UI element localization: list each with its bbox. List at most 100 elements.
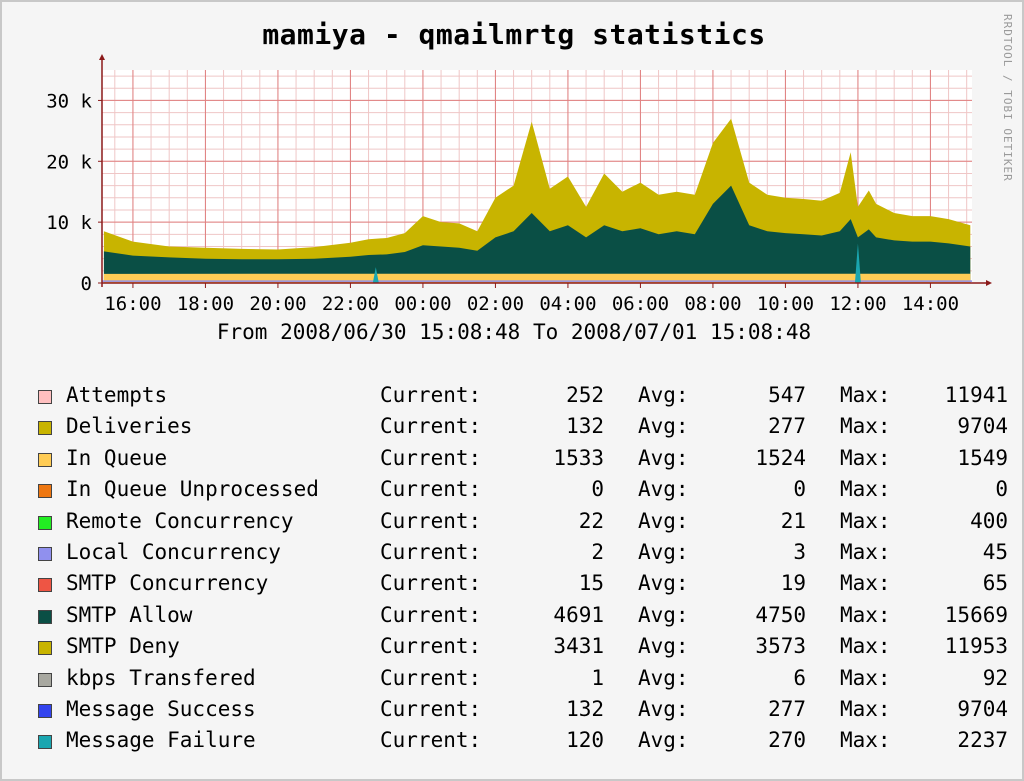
current-label: Current: bbox=[380, 634, 482, 659]
max-value: 9704 bbox=[957, 697, 1008, 721]
x-tick-label: 04:00 bbox=[539, 293, 596, 315]
legend-swatch bbox=[38, 609, 52, 624]
legend-swatch bbox=[38, 452, 52, 467]
avg-label: Avg: bbox=[638, 540, 689, 564]
current-value: 132 bbox=[566, 414, 604, 439]
current-label: Current: bbox=[380, 728, 482, 753]
max-label: Max: bbox=[840, 728, 891, 753]
legend-swatch bbox=[38, 735, 52, 750]
series-spike-message-failure bbox=[372, 267, 379, 283]
max-label: Max: bbox=[840, 414, 891, 439]
current-label: Current: bbox=[380, 571, 482, 596]
x-tick-label: 18:00 bbox=[177, 293, 234, 315]
max-value: 45 bbox=[982, 540, 1008, 564]
legend-row: In Queue Current: 1533 Avg: 1524 Max: 1549 bbox=[2, 446, 1024, 476]
legend-series-name: kbps Transfered bbox=[66, 665, 256, 690]
max-label: Max: bbox=[840, 571, 891, 596]
max-label: Max: bbox=[840, 508, 891, 533]
x-tick-label: 08:00 bbox=[684, 293, 741, 315]
y-axis-arrow bbox=[99, 54, 105, 60]
legend-series-name: In Queue bbox=[66, 445, 168, 470]
legend-row: Message Failure Current: 120 Avg: 270 Max: 223… bbox=[2, 728, 1024, 758]
current-value: 3431 bbox=[553, 634, 604, 659]
x-axis-arrow bbox=[986, 280, 992, 286]
avg-label: Avg: bbox=[638, 634, 689, 659]
current-label: Current: bbox=[380, 445, 482, 470]
max-label: Max: bbox=[840, 665, 891, 690]
current-label: Current: bbox=[380, 602, 482, 627]
series-area-smtp-allow bbox=[103, 185, 971, 283]
avg-value: 1524 bbox=[755, 445, 806, 470]
current-value: 0 bbox=[591, 477, 604, 502]
current-value: 252 bbox=[566, 383, 604, 407]
legend-swatch bbox=[38, 390, 52, 404]
avg-value: 270 bbox=[768, 728, 806, 753]
max-label: Max: bbox=[840, 697, 891, 721]
max-label: Max: bbox=[840, 540, 891, 564]
max-value: 2237 bbox=[957, 728, 1008, 753]
x-tick-label: 14:00 bbox=[902, 293, 959, 315]
avg-value: 277 bbox=[768, 697, 806, 721]
legend-swatch bbox=[38, 421, 52, 436]
legend-series-name: Message Success bbox=[66, 697, 256, 721]
avg-label: Avg: bbox=[638, 414, 689, 439]
max-label: Max: bbox=[840, 383, 891, 407]
legend-swatch bbox=[38, 704, 52, 718]
current-value: 22 bbox=[578, 508, 604, 533]
legend-swatch bbox=[38, 641, 52, 656]
legend-series-name: Deliveries bbox=[66, 414, 193, 439]
current-value: 2 bbox=[591, 540, 604, 564]
legend-row: kbps Transfered Current: 1 Avg: 6 Max: 92 bbox=[2, 666, 1024, 696]
avg-value: 547 bbox=[768, 383, 806, 407]
avg-label: Avg: bbox=[638, 697, 689, 721]
current-value: 4691 bbox=[553, 602, 604, 627]
avg-label: Avg: bbox=[638, 665, 689, 690]
avg-label: Avg: bbox=[638, 445, 689, 470]
max-value: 11953 bbox=[944, 634, 1008, 659]
max-label: Max: bbox=[840, 445, 891, 470]
avg-label: Avg: bbox=[638, 728, 689, 753]
legend-row: Remote Concurrency Current: 22 Avg: 21 Max: 40… bbox=[2, 509, 1024, 539]
y-tick-label: 20 k bbox=[46, 151, 92, 173]
x-tick-label: 22:00 bbox=[322, 293, 379, 315]
current-value: 1 bbox=[591, 665, 604, 690]
rrdtool-watermark: RRDTOOL / TOBI OETIKER bbox=[1001, 14, 1014, 182]
series-spike-message-failure bbox=[854, 243, 861, 283]
max-value: 1549 bbox=[957, 445, 1008, 470]
legend-row: SMTP Deny Current: 3431 Avg: 3573 Max: 11953 bbox=[2, 634, 1024, 664]
avg-value: 3 bbox=[793, 540, 806, 564]
legend-swatch bbox=[38, 515, 52, 530]
legend-row: Attempts Current: 252 Avg: 547 Max: 11941 bbox=[2, 383, 1024, 413]
current-value: 1533 bbox=[553, 445, 604, 470]
legend-swatch bbox=[38, 547, 52, 561]
avg-label: Avg: bbox=[638, 477, 689, 502]
y-tick-label: 0 bbox=[81, 273, 92, 295]
legend-row: Message Success Current: 132 Avg: 277 Max: 970… bbox=[2, 697, 1024, 727]
avg-value: 6 bbox=[793, 665, 806, 690]
avg-label: Avg: bbox=[638, 571, 689, 596]
current-label: Current: bbox=[380, 697, 482, 721]
x-tick-label: 06:00 bbox=[612, 293, 669, 315]
current-label: Current: bbox=[380, 477, 482, 502]
max-value: 92 bbox=[982, 665, 1008, 690]
time-period: From 2008/06/30 15:08:48 To 2008/07/01 1… bbox=[216, 320, 812, 344]
current-value: 120 bbox=[566, 728, 604, 753]
max-value: 11941 bbox=[944, 383, 1008, 407]
max-value: 15669 bbox=[944, 602, 1008, 627]
legend-series-name: Remote Concurrency bbox=[66, 508, 294, 533]
legend-row: SMTP Allow Current: 4691 Avg: 4750 Max: 15669 bbox=[2, 603, 1024, 633]
chart-title: mamiya - qmailmrtg statistics bbox=[262, 18, 766, 51]
legend-series-name: SMTP Deny bbox=[66, 634, 180, 659]
legend-series-name: Message Failure bbox=[66, 728, 256, 753]
legend-row: Deliveries Current: 132 Avg: 277 Max: 9704 bbox=[2, 414, 1024, 444]
legend-row: Local Concurrency Current: 2 Avg: 3 Max: 45 bbox=[2, 540, 1024, 570]
max-value: 400 bbox=[970, 508, 1008, 533]
max-value: 0 bbox=[995, 477, 1008, 502]
current-value: 15 bbox=[578, 571, 604, 596]
current-label: Current: bbox=[380, 383, 482, 407]
avg-label: Avg: bbox=[638, 383, 689, 407]
legend-swatch bbox=[38, 484, 52, 499]
avg-label: Avg: bbox=[638, 602, 689, 627]
max-value: 9704 bbox=[957, 414, 1008, 439]
